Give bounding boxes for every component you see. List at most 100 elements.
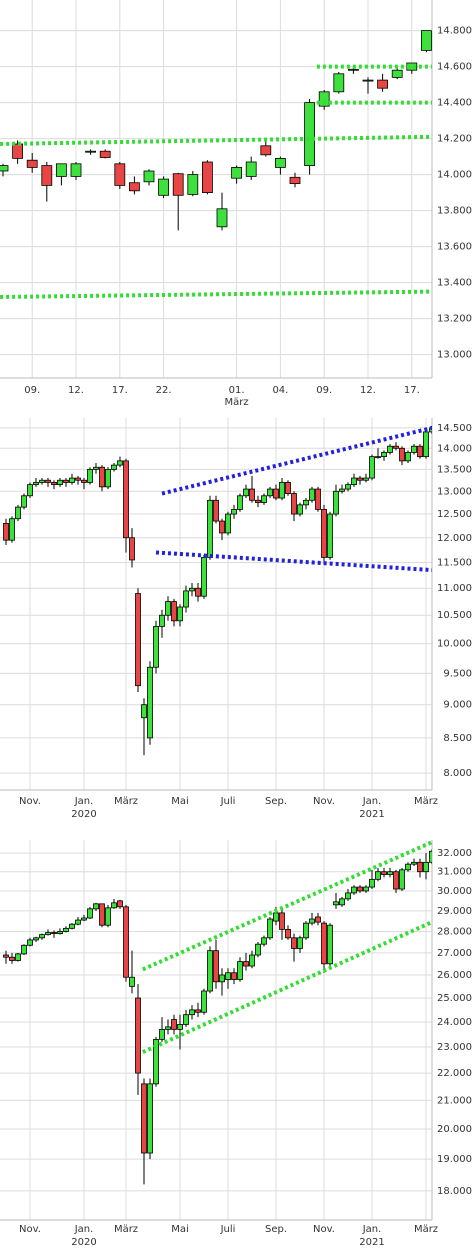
candle-body: [289, 176, 301, 185]
candle-body: [405, 452, 411, 462]
candles: [0, 30, 432, 299]
candle-body: [99, 466, 105, 488]
x-sub-label: 2021: [359, 1237, 384, 1248]
y-tick-label: 11.500: [437, 557, 472, 568]
candle-body: [219, 974, 225, 983]
candle-body: [423, 861, 429, 873]
candle-body: [27, 939, 33, 946]
candle-body: [33, 482, 39, 486]
candles: [3, 840, 432, 1185]
candle-body: [15, 953, 21, 961]
candle-body: [21, 944, 27, 955]
y-tick-label: 23.000: [437, 1042, 472, 1053]
candle-body: [231, 972, 237, 980]
candle-body: [51, 932, 57, 934]
chart-panel: 8.000 8.500 9.000 9.500 10.000 10.500 11.000 11…: [0, 418, 472, 820]
x-sub-label: März: [225, 397, 249, 408]
candle-body: [333, 490, 339, 515]
y-tick-label: 29.000: [437, 906, 472, 917]
y-tick-label: 26.000: [437, 970, 472, 981]
candle-body: [375, 871, 381, 880]
candle-body: [111, 902, 117, 909]
candle-body: [399, 869, 405, 890]
candle-body: [297, 937, 303, 949]
candle-body: [21, 495, 27, 508]
candle-body: [171, 601, 177, 622]
candle-body: [243, 961, 249, 967]
candle-body: [147, 1083, 153, 1154]
candle-body: [381, 871, 387, 875]
candle-body: [213, 950, 219, 983]
candle-body: [237, 495, 243, 510]
x-tick-label: Mai: [171, 1224, 189, 1235]
y-tick-label: 8.000: [443, 768, 472, 779]
candle-body: [39, 479, 45, 483]
candle-body: [105, 468, 111, 488]
candle-body: [321, 509, 327, 558]
candle-body: [63, 479, 69, 483]
y-tick-label: 14.200: [437, 134, 472, 145]
y-tick-label: 20.000: [437, 1124, 472, 1135]
candle-body: [75, 919, 81, 925]
candle-body: [123, 906, 129, 978]
candle-body: [117, 900, 123, 908]
x-tick-label: 22.: [156, 385, 172, 396]
candle-body: [309, 918, 315, 924]
candle-body: [406, 62, 418, 71]
candle-body: [381, 452, 387, 458]
candle-body: [249, 954, 255, 967]
y-tick-label: 13.000: [437, 350, 472, 361]
x-tick-label: 09.: [316, 385, 332, 396]
candle-body: [81, 479, 87, 483]
candles: [3, 425, 432, 756]
trend-line: [141, 920, 432, 1054]
candle-body: [135, 593, 141, 687]
y-tick-label: 13.800: [437, 206, 472, 217]
candle-body: [201, 990, 207, 1013]
candle-body: [183, 590, 189, 608]
trend-line: [155, 550, 432, 573]
candle-body: [420, 30, 432, 51]
candle-body: [423, 431, 429, 458]
candle-body: [345, 892, 351, 900]
candle-body: [81, 917, 87, 921]
candle-body: [273, 488, 279, 499]
candle-body: [273, 912, 279, 922]
candle-body: [369, 878, 375, 888]
candle-body: [333, 901, 339, 906]
candle-body: [274, 157, 286, 168]
y-tick-label: 14.600: [437, 62, 472, 73]
y-tick-label: 9.000: [443, 700, 472, 711]
candle-body: [99, 150, 111, 158]
candle-body: [129, 976, 135, 987]
candle-body: [231, 166, 243, 179]
x-tick-label: Jan.: [74, 1224, 94, 1235]
candle-body: [189, 587, 195, 592]
candle-body: [70, 163, 82, 177]
candle-body: [245, 161, 257, 177]
candle-body: [417, 445, 423, 458]
y-tick-label: 13.200: [437, 314, 472, 325]
candle-body: [153, 626, 159, 668]
candle-body: [57, 931, 63, 934]
candle-body: [321, 922, 327, 965]
candle-body: [117, 460, 123, 466]
trend-line: [141, 840, 432, 972]
x-tick-label: Jan.: [362, 796, 382, 807]
candle-body: [171, 1019, 177, 1030]
candle-body: [26, 159, 38, 168]
candle-body: [114, 163, 126, 186]
candle-body: [159, 1028, 165, 1040]
y-tick-label: 21.000: [437, 1095, 472, 1106]
x-tick-label: Nov.: [313, 1224, 335, 1235]
candle-body: [39, 934, 45, 939]
candle-body: [99, 903, 105, 926]
candle-body: [260, 145, 272, 156]
candle-body: [135, 997, 141, 1074]
x-tick-label: 17.: [404, 385, 420, 396]
candle-body: [363, 477, 369, 481]
y-tick-label: 11.000: [437, 583, 472, 594]
y-tick-label: 14.000: [437, 443, 472, 454]
y-tick-label: 13.600: [437, 242, 472, 253]
